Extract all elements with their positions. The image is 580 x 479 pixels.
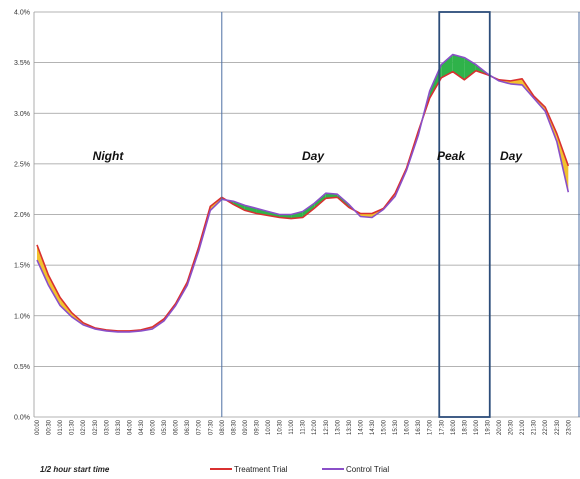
x-tick-label: 21:30 <box>532 419 538 435</box>
x-tick-label: 13:00 <box>335 419 341 435</box>
control-trial-line <box>36 53 570 333</box>
x-tick-label: 20:00 <box>497 419 503 435</box>
x-tick-label: 13:30 <box>347 419 353 435</box>
difference-fill <box>441 54 453 78</box>
region-labels: Night Day Peak Day <box>93 149 524 163</box>
y-tick-label: 1.0% <box>14 313 30 320</box>
difference-fill <box>291 211 303 219</box>
x-tick-label: 07:30 <box>208 419 214 435</box>
region-label: Peak <box>437 149 466 163</box>
x-tick-label: 09:30 <box>254 419 260 435</box>
legend: Treatment Trial Control Trial <box>210 465 389 474</box>
y-tick-label: 0.0% <box>14 415 30 422</box>
x-tick-label: 18:00 <box>451 419 457 435</box>
x-tick-label: 06:00 <box>174 419 180 435</box>
y-tick-label: 1.5% <box>14 263 30 270</box>
x-tick-label: 05:30 <box>162 419 168 435</box>
period-dividers <box>221 11 580 418</box>
difference-fill <box>302 203 315 218</box>
difference-fill <box>48 275 61 306</box>
x-tick-label: 17:30 <box>439 419 445 435</box>
x-tick-label: 06:30 <box>185 419 191 435</box>
y-tick-label: 4.0% <box>14 10 30 17</box>
y-axis-ticks: 0.0% 0.5% 1.0% 1.5% 2.0% 2.5% 3.0% 3.5% 4.0% <box>14 10 30 422</box>
region-label: Day <box>302 149 325 163</box>
x-tick-label: 14:00 <box>358 419 364 435</box>
x-tick-label: 04:00 <box>127 419 133 435</box>
x-tick-label: 08:30 <box>231 419 237 435</box>
x-tick-label: 01:00 <box>58 419 64 435</box>
x-tick-label: 12:00 <box>312 419 318 435</box>
region-label: Day <box>500 149 523 163</box>
y-tick-label: 2.0% <box>14 212 30 219</box>
x-tick-label: 07:00 <box>197 419 203 435</box>
x-axis-title: 1/2 hour start time <box>40 465 110 474</box>
region-label: Night <box>93 149 125 163</box>
difference-fill <box>37 244 49 286</box>
x-tick-label: 18:30 <box>462 419 468 435</box>
x-tick-label: 17:00 <box>428 419 434 435</box>
x-tick-label: 02:30 <box>93 419 99 435</box>
y-tick-label: 3.5% <box>14 60 30 67</box>
treatment-trial-line <box>36 69 570 332</box>
x-tick-label: 03:00 <box>104 419 110 435</box>
x-tick-label: 16:30 <box>416 419 422 435</box>
x-tick-label: 19:30 <box>485 419 491 435</box>
x-tick-label: 01:30 <box>70 419 76 435</box>
x-tick-label: 09:00 <box>243 419 249 435</box>
x-tick-label: 00:30 <box>47 419 53 435</box>
x-tick-label: 19:00 <box>474 419 480 435</box>
y-tick-label: 3.0% <box>14 111 30 118</box>
x-tick-label: 11:30 <box>301 419 307 434</box>
x-tick-label: 10:00 <box>266 419 272 435</box>
x-tick-label: 15:00 <box>382 419 388 435</box>
difference-fill <box>244 205 257 214</box>
x-tick-label: 23:00 <box>566 419 572 435</box>
x-tick-label: 05:00 <box>151 419 157 435</box>
legend-label-treatment: Treatment Trial <box>234 465 288 474</box>
x-tick-label: 03:30 <box>116 419 122 435</box>
x-tick-label: 15:30 <box>393 419 399 435</box>
y-tick-label: 0.5% <box>14 364 30 371</box>
x-tick-label: 21:00 <box>520 419 526 435</box>
x-tick-label: 11:00 <box>289 419 295 434</box>
series-lines <box>36 53 570 333</box>
x-tick-label: 22:30 <box>555 419 561 435</box>
x-tick-label: 10:30 <box>278 419 284 435</box>
x-tick-label: 04:30 <box>139 419 145 435</box>
x-tick-label: 14:30 <box>370 419 376 435</box>
legend-label-control: Control Trial <box>346 465 389 474</box>
y-tick-label: 2.5% <box>14 161 30 168</box>
x-tick-label: 12:30 <box>324 419 330 435</box>
difference-fill <box>314 193 326 209</box>
x-axis-ticks: 00:00 00:30 01:00 01:30 02:00 02:30 03:00 03:30… <box>35 419 572 435</box>
x-tick-label: 20:30 <box>509 419 515 435</box>
peak-period-box <box>438 11 491 418</box>
x-tick-label: 08:00 <box>220 419 226 435</box>
x-tick-label: 00:00 <box>35 419 41 435</box>
x-tick-label: 22:00 <box>543 419 549 435</box>
x-tick-label: 02:00 <box>81 419 87 435</box>
x-tick-label: 16:00 <box>405 419 411 435</box>
